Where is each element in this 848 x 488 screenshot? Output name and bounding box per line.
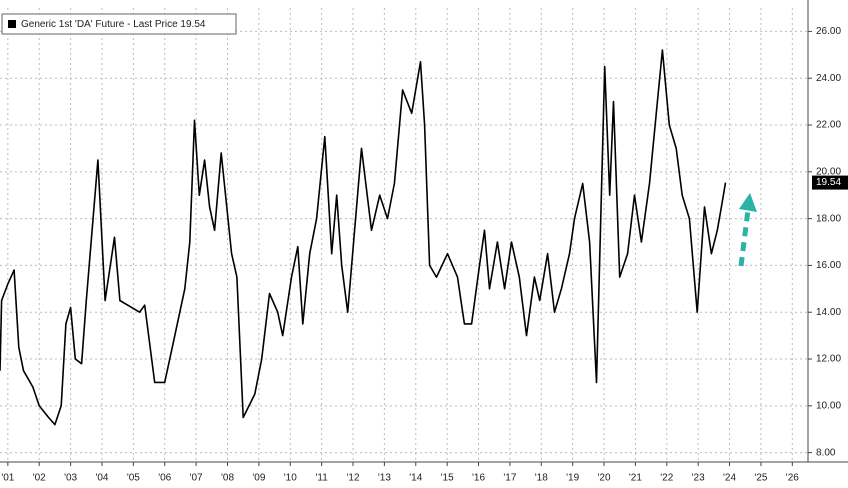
x-tick-label: '01 <box>1 473 14 484</box>
x-tick-label: '15 <box>441 473 454 484</box>
y-tick-label: 20.00 <box>816 166 841 177</box>
y-tick-label: 18.00 <box>816 213 841 224</box>
y-tick-label: 22.00 <box>816 120 841 131</box>
x-tick-label: '14 <box>409 473 422 484</box>
x-tick-label: '21 <box>629 473 642 484</box>
y-tick-label: 14.00 <box>816 307 841 318</box>
x-tick-label: '07 <box>190 473 203 484</box>
arrow-shaft <box>738 209 751 267</box>
y-tick-label: 12.00 <box>816 354 841 365</box>
x-tick-label: '20 <box>598 473 611 484</box>
x-tick-label: '02 <box>33 473 46 484</box>
x-tick-label: '09 <box>252 473 265 484</box>
x-tick-label: '08 <box>221 473 234 484</box>
x-tick-label: '11 <box>315 473 328 484</box>
x-tick-label: '13 <box>378 473 391 484</box>
arrow-head <box>739 193 757 212</box>
x-tick-label: '23 <box>692 473 705 484</box>
x-tick-label: '12 <box>346 473 359 484</box>
last-price-label: 19.54 <box>816 177 841 188</box>
legend: Generic 1st 'DA' Future - Last Price 19.… <box>1 13 237 35</box>
y-tick-label: 16.00 <box>816 260 841 271</box>
x-tick-label: '22 <box>660 473 673 484</box>
x-tick-label: '04 <box>95 473 108 484</box>
price-line <box>0 49 727 426</box>
x-tick-label: '03 <box>64 473 77 484</box>
x-tick-label: '06 <box>158 473 171 484</box>
x-tick-label: '24 <box>723 473 736 484</box>
last-price-tag <box>812 175 848 190</box>
y-tick-label: 24.00 <box>816 73 841 84</box>
grid <box>0 8 808 462</box>
y-tick-label: 10.00 <box>816 400 841 411</box>
x-tick-label: '25 <box>754 473 767 484</box>
x-tick-label: '16 <box>472 473 485 484</box>
x-tick-label: '05 <box>127 473 140 484</box>
y-tick-label: 8.00 <box>816 447 836 458</box>
y-tick-label: 26.00 <box>816 26 841 37</box>
legend-label: Generic 1st 'DA' Future - Last Price 19.… <box>21 19 206 30</box>
x-tick-label: '17 <box>503 473 516 484</box>
annotation-arrow <box>738 193 757 267</box>
x-tick-label: '10 <box>284 473 297 484</box>
legend-swatch <box>8 20 16 28</box>
x-tick-label: '18 <box>535 473 548 484</box>
legend-box <box>1 13 237 35</box>
x-tick-label: '19 <box>566 473 579 484</box>
x-tick-label: '26 <box>786 473 799 484</box>
